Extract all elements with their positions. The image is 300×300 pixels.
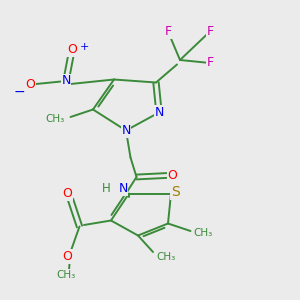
Text: O: O <box>67 43 77 56</box>
Text: F: F <box>206 25 214 38</box>
Text: O: O <box>168 169 177 182</box>
Text: F: F <box>164 25 172 38</box>
Text: N: N <box>154 106 164 119</box>
Text: +: + <box>79 41 89 52</box>
Text: CH₃: CH₃ <box>56 269 76 280</box>
Text: CH₃: CH₃ <box>156 251 175 262</box>
Text: O: O <box>25 77 35 91</box>
Text: S: S <box>171 185 180 199</box>
Text: CH₃: CH₃ <box>45 113 64 124</box>
Text: −: − <box>14 85 25 98</box>
Text: H: H <box>102 182 111 196</box>
Text: N: N <box>118 182 128 196</box>
Text: F: F <box>206 56 214 70</box>
Text: N: N <box>121 124 131 137</box>
Text: O: O <box>63 250 72 263</box>
Text: CH₃: CH₃ <box>194 227 213 238</box>
Text: O: O <box>63 187 72 200</box>
Text: N: N <box>61 74 71 88</box>
